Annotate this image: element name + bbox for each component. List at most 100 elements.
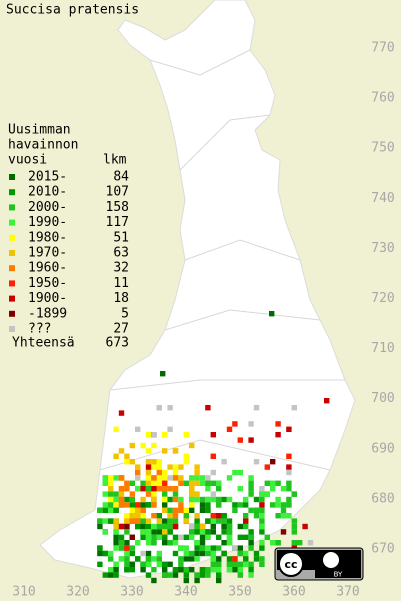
observation-square — [118, 475, 125, 481]
observation-square — [183, 480, 189, 486]
observation-square — [167, 518, 173, 524]
observation-square — [243, 513, 249, 519]
y-axis-label: 670 — [371, 542, 394, 557]
observation-square — [108, 491, 114, 497]
observation-square — [113, 491, 119, 497]
observation-square — [145, 572, 152, 578]
observation-square — [162, 518, 168, 524]
observation-square — [237, 567, 243, 573]
observation-square — [156, 523, 162, 530]
observation-square — [291, 491, 297, 497]
observation-square — [129, 496, 135, 503]
observation-square — [205, 475, 211, 481]
observation-square — [291, 405, 297, 411]
by-icon — [323, 552, 339, 568]
x-axis-label: 350 — [228, 585, 251, 600]
observation-square — [156, 464, 162, 470]
observation-square — [140, 561, 146, 567]
observation-square — [102, 480, 108, 486]
observation-square — [172, 469, 179, 476]
observation-square — [118, 545, 125, 551]
observation-square — [210, 545, 216, 551]
observation-square — [140, 496, 146, 503]
observation-square — [232, 561, 238, 567]
observation-square — [226, 561, 233, 567]
observation-square — [124, 567, 130, 573]
observation-square — [183, 534, 189, 540]
observation-square — [151, 432, 157, 438]
observation-square — [205, 486, 211, 492]
observation-square — [275, 540, 281, 546]
observation-square — [248, 486, 254, 492]
legend-label: 1960- — [28, 261, 67, 276]
observation-square — [97, 561, 103, 567]
observation-square — [145, 480, 152, 486]
observation-square — [118, 486, 125, 492]
observation-square — [151, 496, 157, 503]
observation-square — [237, 523, 243, 530]
observation-square — [145, 491, 152, 497]
observation-square — [189, 475, 195, 481]
observation-square — [183, 459, 189, 465]
observation-square — [102, 491, 108, 497]
observation-square — [216, 518, 222, 524]
observation-square — [199, 480, 206, 486]
observation-square — [172, 540, 179, 546]
observation-square — [151, 491, 157, 497]
observation-square — [124, 523, 130, 530]
observation-square — [253, 496, 260, 503]
observation-square — [113, 502, 119, 508]
observation-square — [194, 529, 200, 535]
observation-square — [194, 469, 200, 476]
observation-square — [253, 405, 260, 411]
observation-square — [140, 529, 146, 535]
observation-square — [264, 491, 270, 497]
legend-count: 5 — [121, 306, 129, 321]
legend-label: 1990- — [28, 215, 67, 230]
observation-square — [286, 464, 292, 470]
observation-square — [162, 540, 168, 546]
observation-square — [97, 523, 103, 530]
observation-square — [151, 464, 157, 470]
observation-square — [264, 534, 270, 540]
observation-square — [102, 507, 108, 513]
observation-square — [189, 480, 195, 486]
y-axis-label: 710 — [371, 341, 394, 356]
observation-square — [286, 469, 292, 476]
observation-square — [210, 567, 216, 573]
observation-square — [124, 496, 130, 503]
legend-swatch — [9, 204, 15, 211]
observation-square — [162, 491, 168, 497]
observation-square — [232, 556, 238, 562]
observation-square — [183, 550, 189, 557]
observation-square — [108, 486, 114, 492]
observation-square — [129, 459, 135, 465]
observation-square — [135, 556, 141, 562]
observation-square — [151, 442, 157, 449]
observation-square — [97, 550, 103, 557]
observation-square — [199, 545, 206, 551]
total-label: Yhteensä — [12, 336, 75, 351]
observation-square — [280, 486, 287, 492]
observation-square — [221, 518, 227, 524]
observation-square — [172, 464, 179, 470]
observation-square — [102, 572, 108, 578]
observation-square — [248, 561, 254, 567]
observation-square — [210, 432, 216, 438]
badge-label: BY — [334, 571, 343, 579]
observation-square — [118, 448, 125, 454]
observation-square — [145, 432, 152, 438]
observation-square — [259, 507, 265, 513]
legend-swatch — [9, 219, 15, 226]
observation-square — [270, 502, 276, 508]
observation-square — [178, 475, 184, 481]
observation-square — [221, 550, 227, 557]
legend-label: 2010- — [28, 185, 67, 200]
observation-square — [248, 437, 254, 443]
observation-square — [291, 523, 297, 530]
observation-square — [135, 469, 141, 476]
observation-square — [156, 550, 162, 557]
observation-square — [178, 561, 184, 567]
legend-label: ??? — [28, 322, 51, 337]
